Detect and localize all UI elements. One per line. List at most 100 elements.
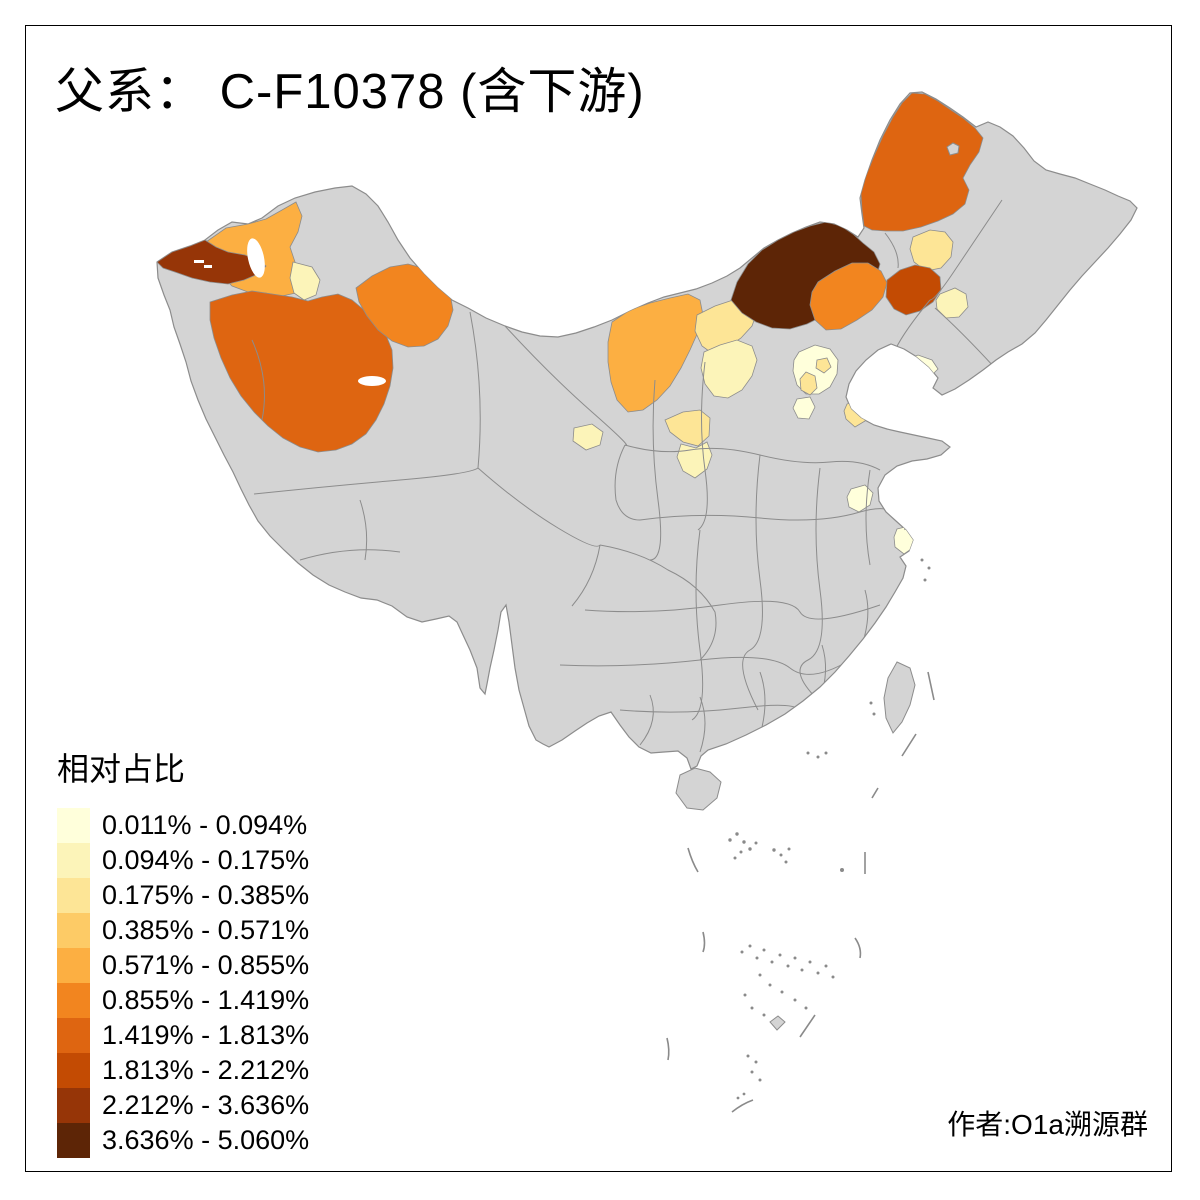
- map-region: [885, 264, 942, 316]
- islet-dot: [770, 960, 774, 964]
- islet-dash: [799, 1014, 816, 1038]
- islet-dot: [824, 964, 828, 968]
- legend-class-label: 0.011% - 0.094%: [102, 810, 308, 840]
- map-region: [157, 239, 267, 285]
- south-china-sea-islets: [666, 558, 935, 1113]
- islet-dot: [762, 948, 766, 952]
- islet-dash: [901, 733, 917, 757]
- lake: [247, 238, 265, 278]
- islet-dot: [728, 838, 732, 842]
- islet-dot: [758, 973, 762, 977]
- islet-dot: [754, 841, 758, 845]
- legend-swatch: [57, 808, 90, 843]
- islet-dot: [742, 840, 746, 844]
- lake: [358, 376, 386, 386]
- page-title: 父系： C-F10378 (含下游): [55, 65, 645, 119]
- map-region: [860, 92, 984, 232]
- islet-dot: [758, 1078, 762, 1082]
- map-region: [935, 287, 969, 319]
- islet-dot: [748, 944, 752, 948]
- islet-dot: [816, 755, 820, 759]
- islet-dot: [831, 975, 835, 979]
- legend-class-label: 0.094% - 0.175%: [102, 845, 310, 875]
- islet-dot: [754, 1060, 758, 1064]
- lake: [204, 265, 212, 268]
- legend-swatch: [57, 913, 90, 948]
- map-region: [209, 290, 394, 453]
- islet-dot: [762, 1013, 766, 1017]
- legend-row: 1.813% - 2.212%: [57, 1053, 309, 1088]
- enclave-region: [946, 142, 960, 156]
- legend-title: 相对占比: [57, 751, 186, 787]
- legend-row: 1.419% - 1.813%: [57, 1018, 309, 1053]
- hainan-island: [675, 767, 722, 811]
- islet-polygon: [769, 1015, 786, 1031]
- legend-class-label: 3.636% - 5.060%: [102, 1125, 310, 1155]
- map-region: [799, 371, 818, 396]
- islet-dot: [786, 964, 790, 968]
- lake: [194, 260, 204, 263]
- islet-dash: [666, 1037, 670, 1061]
- islet-dot: [793, 956, 797, 960]
- legend-swatch: [57, 1088, 90, 1123]
- islet-dot: [743, 993, 747, 997]
- legend-row: 0.175% - 0.385%: [57, 878, 309, 913]
- islet-dot: [923, 578, 927, 582]
- map-region: [289, 261, 321, 301]
- taiwan-island: [883, 661, 916, 734]
- islet-dot: [780, 990, 784, 994]
- map-region: [792, 396, 816, 420]
- map-region: [664, 409, 711, 447]
- legend-rows: 0.011% - 0.094% 0.094% - 0.175% 0.175% - 0…: [57, 808, 309, 1158]
- islet-dash: [927, 671, 935, 701]
- islet-dash: [687, 847, 699, 873]
- legend-class-label: 2.212% - 3.636%: [102, 1090, 310, 1120]
- islet-dot: [739, 850, 743, 854]
- legend-swatch: [57, 1123, 90, 1158]
- legend: 相对占比 0.011% - 0.094% 0.094% - 0.175% 0.175…: [57, 744, 309, 1158]
- legend-row: 3.636% - 5.060%: [57, 1123, 309, 1158]
- province-boundaries: [251, 199, 1003, 753]
- map-region: [355, 263, 454, 348]
- islet-dot: [736, 1096, 740, 1100]
- islet-dot: [733, 856, 737, 860]
- islet-dash: [731, 1099, 754, 1113]
- islet-dot: [750, 1070, 754, 1074]
- islet-dot: [804, 1006, 808, 1010]
- legend-row: 0.571% - 0.855%: [57, 948, 309, 983]
- legend-swatch: [57, 1018, 90, 1053]
- islet-dash: [702, 931, 706, 953]
- islet-dot: [872, 712, 876, 716]
- islet-dot: [772, 848, 776, 852]
- legend-row: 0.094% - 0.175%: [57, 843, 309, 878]
- legend-class-label: 0.175% - 0.385%: [102, 880, 310, 910]
- islet-dot: [784, 860, 788, 864]
- islet-dot: [746, 1054, 750, 1058]
- legend-row: 0.855% - 1.419%: [57, 983, 309, 1018]
- legend-class-label: 1.419% - 1.813%: [102, 1020, 310, 1050]
- islet-dash: [871, 787, 879, 799]
- legend-row: 0.385% - 0.571%: [57, 913, 309, 948]
- legend-swatch: [57, 983, 90, 1018]
- legend-class-label: 0.385% - 0.571%: [102, 915, 310, 945]
- islet-dot: [779, 853, 783, 857]
- islet-dot: [748, 847, 752, 851]
- islet-dot: [768, 983, 772, 987]
- legend-class-label: 0.855% - 1.419%: [102, 985, 310, 1015]
- islet-dot: [824, 751, 828, 755]
- islet-dot: [808, 960, 812, 964]
- islet-dot: [778, 953, 782, 957]
- islet-dot: [816, 971, 820, 975]
- islet-dot: [793, 998, 797, 1002]
- legend-class-label: 1.813% - 2.212%: [102, 1055, 310, 1085]
- islet-dot: [742, 1092, 746, 1096]
- legend-swatch: [57, 878, 90, 913]
- legend-swatch: [57, 948, 90, 983]
- map-region: [694, 299, 758, 355]
- map-region: [815, 357, 832, 374]
- map-region: [700, 339, 758, 399]
- islet-dot: [927, 566, 931, 570]
- map-region: [607, 293, 704, 413]
